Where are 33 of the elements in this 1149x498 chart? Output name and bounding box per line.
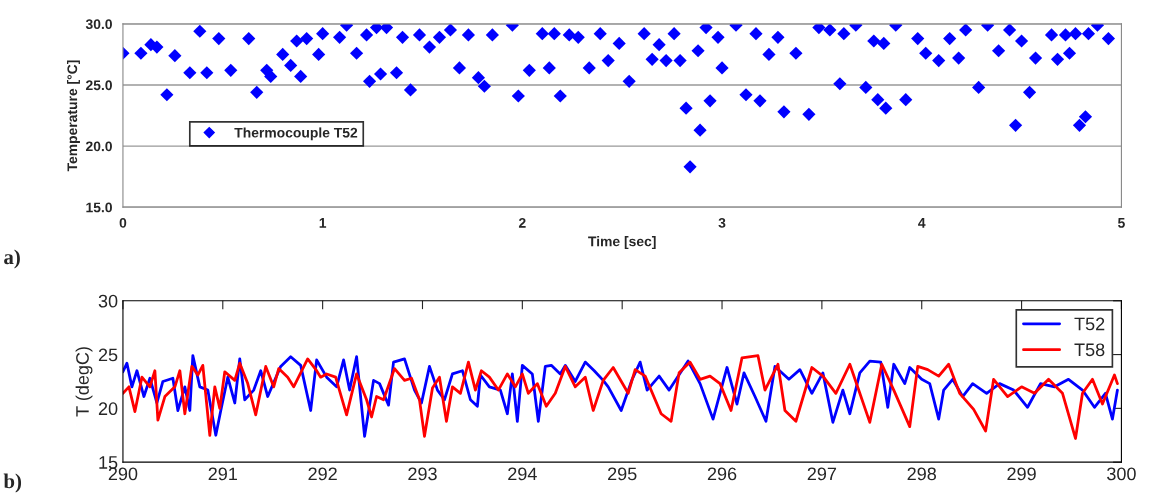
x-tick-label: 300 <box>1107 467 1136 481</box>
x-tick-label: 4 <box>918 218 926 228</box>
y-tick-label: 15 <box>99 456 118 469</box>
y-tick-label: 30.0 <box>85 19 112 30</box>
x-tick-label: 5 <box>1117 218 1125 228</box>
y-tick-label: 15.0 <box>86 202 112 213</box>
text: b) <box>3 473 22 493</box>
y-tick-label: 20 <box>98 402 118 416</box>
x-tick-label: 1 <box>319 218 327 228</box>
x-tick-label: 297 <box>807 467 837 481</box>
y-axis-title: Temperature [°C] <box>66 60 80 172</box>
x-tick-label: 0 <box>119 217 127 228</box>
x-tick-label: 299 <box>1007 467 1036 481</box>
y-tick-label: 25.0 <box>85 80 112 91</box>
x-tick-label: 291 <box>208 467 237 481</box>
text: a) <box>4 249 20 269</box>
legend-label: Thermocouple T52 <box>234 127 358 141</box>
y-tick-label: 30 <box>98 294 118 308</box>
legend-label: T58 <box>1074 343 1105 357</box>
x-tick-label: 296 <box>707 467 737 481</box>
x-tick-label: 2 <box>518 217 526 228</box>
x-tick-label: 295 <box>608 467 637 481</box>
x-tick-label: 292 <box>308 467 337 481</box>
x-axis-title: Time [sec] <box>588 236 656 250</box>
y-tick-label: 20.0 <box>85 141 112 152</box>
x-tick-label: 290 <box>108 467 138 481</box>
x-tick-label: 293 <box>408 467 437 481</box>
x-tick-label: 3 <box>718 217 726 228</box>
x-tick-label: 298 <box>907 467 937 481</box>
x-tick-label: 294 <box>508 467 537 481</box>
y-tick-label: 25 <box>98 348 118 362</box>
legend-label: T52 <box>1074 317 1105 331</box>
y-axis-title: T (degC) <box>75 347 93 417</box>
